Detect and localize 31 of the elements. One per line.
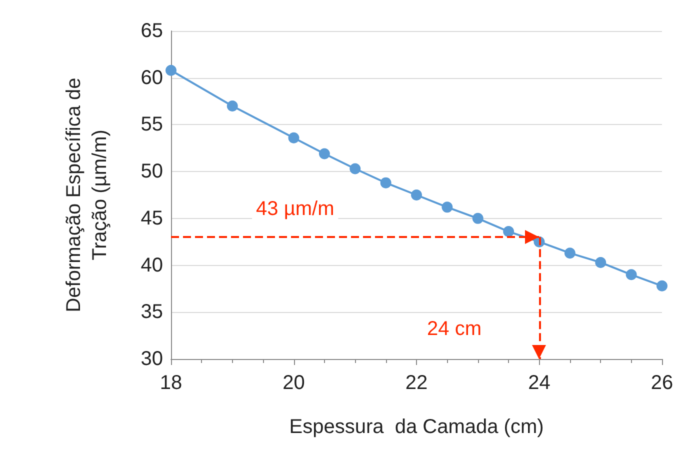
point [595, 256, 606, 268]
x-tick-label: 22 [405, 372, 428, 394]
point [318, 148, 330, 160]
y-axis-title: Deformação Específica de Tração (µm/m) [63, 78, 111, 312]
x-tick-label: 24 [528, 372, 550, 394]
point [472, 212, 484, 224]
point [350, 163, 361, 174]
point [380, 177, 392, 188]
point [442, 202, 453, 213]
point [411, 190, 422, 200]
y-tick-label: 55 [140, 114, 163, 136]
y-tick-label: 60 [140, 66, 163, 89]
x-tick-label: 18 [160, 372, 182, 394]
y-tick-label: 50 [140, 160, 163, 183]
ref-line-label: 24 cm [427, 318, 482, 340]
point [166, 64, 176, 76]
point [288, 132, 300, 144]
x-tick-label: 26 [650, 372, 674, 394]
point [564, 248, 576, 259]
y-tick-label: 35 [140, 301, 163, 324]
y-tick-label: 30 [140, 348, 163, 370]
y-tick-label: 45 [140, 207, 163, 230]
point [226, 100, 238, 112]
x-axis-title: Espessura da Camada (cm) [289, 416, 544, 438]
point [656, 280, 668, 292]
point [626, 269, 637, 280]
ref-line-label: 43 µm/m [256, 198, 334, 220]
y-tick-label: 65 [140, 20, 163, 42]
x-tick-label: 20 [282, 372, 305, 394]
y-tick-label: 40 [140, 254, 163, 276]
point [503, 226, 514, 238]
